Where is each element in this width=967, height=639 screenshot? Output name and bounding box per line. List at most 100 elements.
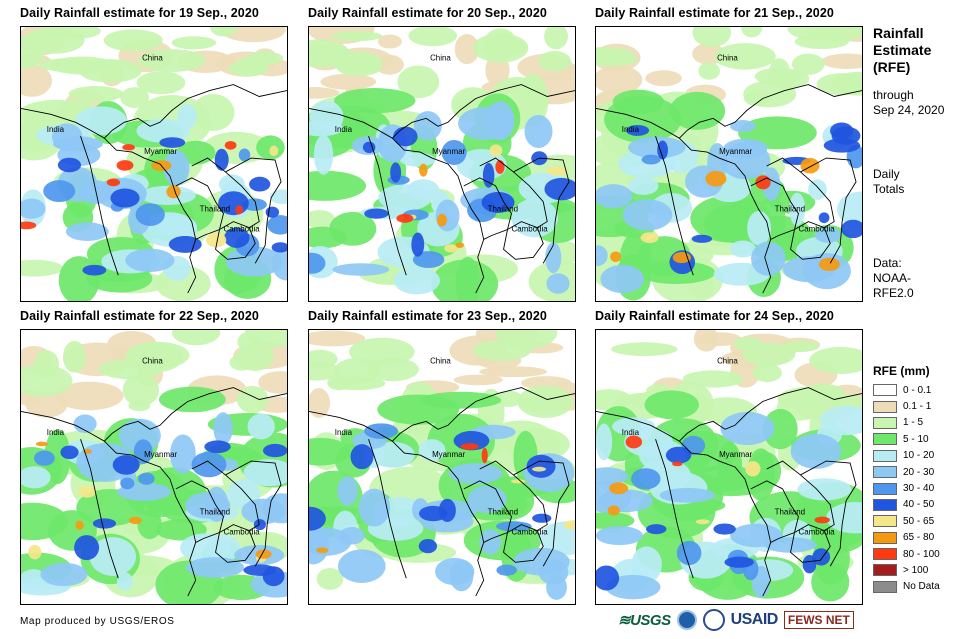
legend-swatch: [873, 498, 897, 511]
country-border: [463, 480, 512, 543]
country-border: [215, 221, 256, 260]
place-label-china: China: [717, 54, 738, 63]
legend-item: 1 - 5: [873, 415, 940, 431]
legend-swatch: [873, 466, 897, 479]
rainfall-map: China India Myanmar Thailand Cambodia: [308, 329, 576, 605]
place-label-thailand: Thailand: [775, 508, 805, 517]
legend-item: 50 - 65: [873, 513, 940, 529]
legend-label: 0 - 0.1: [903, 384, 932, 396]
logo-strip: ≋USGS USAID FEWS NET: [618, 606, 854, 634]
legend-swatch: [873, 433, 897, 446]
legend-label: 5 - 10: [903, 433, 929, 445]
country-border: [503, 524, 544, 563]
legend-label: 50 - 65: [903, 515, 935, 527]
map-credit: Map produced by USGS/EROS: [20, 616, 175, 627]
country-border: [175, 480, 224, 543]
country-border: [392, 440, 485, 597]
panel-title: Daily Rainfall estimate for 23 Sep., 202…: [308, 309, 547, 323]
totals-line: Totals: [873, 182, 905, 196]
place-label-myanmar: Myanmar: [719, 450, 752, 459]
legend-item: 5 - 10: [873, 431, 940, 447]
legend-label: No Data: [903, 581, 940, 593]
country-border: [463, 177, 512, 240]
country-border: [21, 84, 287, 139]
country-border: [309, 387, 575, 442]
through-line: through: [873, 88, 914, 102]
country-border: [309, 84, 575, 139]
through-line: Sep 24, 2020: [873, 103, 945, 117]
legend-swatch: [873, 564, 897, 577]
country-border: [225, 157, 282, 264]
country-border: [766, 460, 835, 531]
country-border: [655, 136, 694, 276]
country-border: [766, 157, 835, 228]
place-label-cambodia: Cambodia: [511, 528, 548, 537]
place-label-india: India: [622, 125, 640, 134]
place-label-myanmar: Myanmar: [432, 450, 465, 459]
title-line: Estimate: [873, 42, 932, 58]
legend-item: > 100: [873, 562, 940, 578]
noaa-logo-icon: [676, 610, 697, 630]
legend-item: 0 - 0.1: [873, 382, 940, 398]
country-border: [800, 460, 857, 567]
legend-item: 30 - 40: [873, 480, 940, 496]
legend-label: 40 - 50: [903, 499, 935, 511]
place-label-thailand: Thailand: [200, 205, 230, 214]
country-border: [790, 221, 831, 260]
legend-swatch: [873, 580, 897, 593]
country-border: [191, 157, 260, 228]
country-border: [513, 460, 570, 567]
data-line: Data:: [873, 256, 902, 270]
legend-label: 65 - 80: [903, 532, 935, 544]
country-border: [479, 157, 548, 228]
map-canvas: China India Myanmar Thailand Cambodia: [21, 330, 287, 604]
place-label-cambodia: Cambodia: [223, 225, 260, 234]
panel-title: Daily Rainfall estimate for 21 Sep., 202…: [595, 6, 834, 20]
map-canvas: China India Myanmar Thailand Cambodia: [596, 330, 862, 604]
rainfall-map: China India Myanmar Thailand Cambodia: [595, 329, 863, 605]
legend-swatch: [873, 531, 897, 544]
panel-title: Daily Rainfall estimate for 24 Sep., 202…: [595, 309, 834, 323]
country-border: [596, 84, 862, 139]
legend-label: 1 - 5: [903, 417, 924, 429]
legend-item: 20 - 30: [873, 464, 940, 480]
data-line: NOAA-: [873, 271, 912, 285]
legend-swatch: [873, 384, 897, 397]
country-border: [513, 157, 570, 264]
place-label-cambodia: Cambodia: [798, 225, 835, 234]
place-label-myanmar: Myanmar: [432, 147, 465, 156]
title-line: (RFE): [873, 59, 911, 75]
legend-item: No Data: [873, 579, 940, 595]
usaid-logo: USAID: [730, 611, 779, 628]
place-label-myanmar: Myanmar: [144, 450, 177, 459]
rainfall-map: China India Myanmar Thailand Cambodia: [20, 26, 288, 302]
sidebar-totals: Daily Totals: [873, 167, 904, 197]
rainfall-map: China India Myanmar Thailand Cambodia: [595, 26, 863, 302]
place-label-thailand: Thailand: [200, 508, 230, 517]
legend-label: > 100: [903, 564, 929, 576]
title-line: Rainfall: [873, 25, 924, 41]
place-label-india: India: [335, 428, 353, 437]
place-label-cambodia: Cambodia: [511, 225, 548, 234]
legend-title: RFE (mm): [873, 364, 930, 378]
place-label-india: India: [622, 428, 640, 437]
place-label-china: China: [430, 357, 451, 366]
country-border: [790, 524, 831, 563]
fews-net-logo: FEWS NET: [783, 611, 854, 629]
usgs-logo: ≋USGS: [618, 612, 671, 629]
data-line: RFE2.0: [873, 286, 914, 300]
panel-title: Daily Rainfall estimate for 22 Sep., 202…: [20, 309, 259, 323]
map-canvas: China India Myanmar Thailand Cambodia: [21, 27, 287, 301]
country-border: [750, 480, 799, 543]
country-border: [679, 137, 772, 294]
sidebar-data-source: Data: NOAA- RFE2.0: [873, 256, 914, 301]
place-label-china: China: [142, 357, 163, 366]
country-border: [215, 524, 256, 563]
place-label-thailand: Thailand: [488, 508, 518, 517]
legend-swatch: [873, 416, 897, 429]
place-label-myanmar: Myanmar: [719, 147, 752, 156]
rfe-legend: RFE (mm) 0 - 0.1 0.1 - 1 1 - 5 5 - 10 10 - 2…: [873, 364, 940, 595]
legend-label: 80 - 100: [903, 548, 940, 560]
country-border: [479, 460, 548, 531]
legend-label: 10 - 20: [903, 450, 935, 462]
